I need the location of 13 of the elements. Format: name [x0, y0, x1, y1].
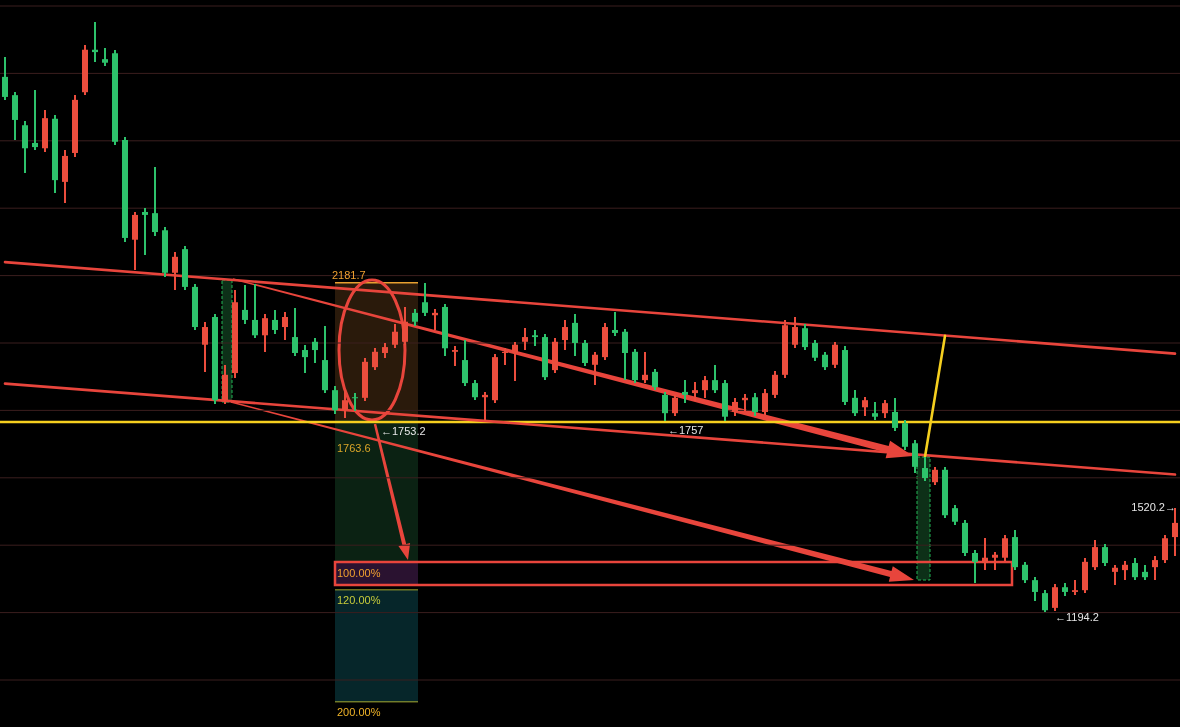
annotation: 100.00% [337, 567, 381, 579]
annotation: 120.00% [337, 594, 381, 606]
candlestick [142, 207, 148, 256]
candlestick [352, 393, 358, 411]
annotation: ←1757 [668, 424, 704, 436]
annotation: 1520.2→ [1131, 501, 1176, 513]
text: 200.00% [337, 706, 381, 718]
annotation: 1763.6 [337, 442, 371, 454]
annotation: ←1194.2 [1055, 611, 1099, 623]
annotation: 2181.7 [332, 269, 366, 281]
candlestick [452, 345, 458, 366]
annotation: ←1753.2 [381, 425, 426, 437]
candlestick [32, 89, 38, 151]
